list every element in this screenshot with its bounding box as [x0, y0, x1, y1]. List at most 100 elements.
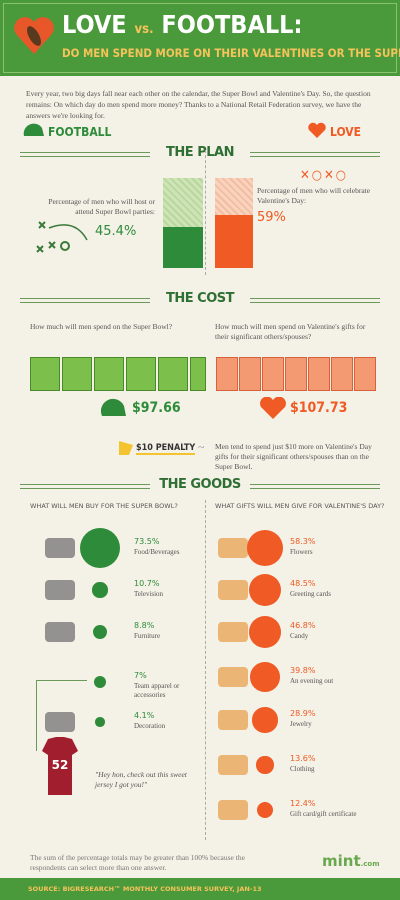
section-heading: THE COST: [166, 291, 234, 306]
gift-icon: [308, 357, 330, 391]
item-label: Food/Beverages: [134, 548, 180, 556]
cost-question: How much will men spend on Valentine's g…: [215, 322, 366, 341]
item-icon: [218, 622, 248, 642]
gift-icon: [331, 357, 353, 391]
item-icon: [45, 712, 75, 732]
jersey-icon: 52: [42, 737, 78, 795]
helmet-icon: [23, 123, 44, 136]
money-icon: [30, 357, 60, 391]
plan-text: Percentage of men who will host or atten…: [48, 197, 155, 216]
cost-amount: $107.73: [290, 400, 348, 416]
penalty-text: Men tend to spend just $10 more on Valen…: [215, 442, 372, 471]
item-icon: [218, 800, 248, 820]
item-value: 39.8%: [290, 666, 316, 675]
gift-icon: [285, 357, 307, 391]
item-value: 13.6%: [290, 754, 316, 763]
money-icon: [126, 357, 156, 391]
item-icon: [218, 580, 248, 600]
item-icon: [218, 755, 248, 775]
football-label: FOOTBALL: [48, 125, 112, 139]
percent-circle: [248, 615, 282, 649]
percent-circle: [92, 582, 108, 598]
percent-circle: [93, 675, 107, 689]
love-label: LOVE: [330, 125, 362, 139]
plan-text: Percentage of men who will celebrate Val…: [257, 186, 371, 205]
rule: [20, 152, 150, 157]
rule: [250, 484, 380, 489]
goods-question: WHAT GIFTS WILL MEN GIVE FOR VALENTINE'S…: [215, 502, 385, 510]
source: SOURCE: BIGRESEARCH™ MONTHLY CONSUMER SU…: [28, 885, 262, 893]
item-label: Television: [134, 590, 164, 598]
item-label: Decoration: [134, 722, 166, 730]
money-icon: [158, 357, 188, 391]
logo: mint.com: [322, 852, 380, 870]
percent-circle: [95, 717, 105, 727]
item-value: 73.5%: [134, 537, 160, 546]
plan-bar-bg: [215, 178, 253, 268]
item-icon: [218, 667, 248, 687]
heart-small: [308, 122, 326, 138]
item-label: Candy: [290, 632, 309, 640]
plan-bar: [215, 214, 253, 268]
logo-name: mint: [322, 852, 361, 870]
money-icon: [62, 357, 92, 391]
penalty-label: $10 PENALTY: [136, 443, 196, 455]
item-value: 58.3%: [290, 537, 316, 546]
percent-circle: [252, 707, 278, 733]
plan-bar-bg: [163, 178, 203, 268]
item-value: 46.8%: [290, 621, 316, 630]
quote: "Hey hon, check out this sweet jersey I …: [95, 770, 187, 789]
footer: SOURCE: BIGRESEARCH™ MONTHLY CONSUMER SU…: [0, 878, 400, 900]
heart-icon: [260, 397, 286, 419]
item-label: Flowers: [290, 548, 313, 556]
gift-icon: [216, 357, 238, 391]
gift-icon: [262, 357, 284, 391]
rule: [250, 152, 380, 157]
section-heading: THE PLAN: [166, 145, 234, 160]
rule: [250, 298, 380, 303]
item-value: 7%: [134, 671, 147, 680]
item-icon: [218, 710, 248, 730]
item-value: 4.1%: [134, 711, 155, 720]
cost-amount: $97.66: [132, 400, 181, 416]
percent-circle: [247, 530, 283, 566]
cost-question: How much will men spend on the Super Bow…: [30, 322, 173, 331]
title-love: LOVE: [62, 10, 127, 39]
item-label: An evening out: [290, 677, 334, 685]
helmet-icon: [100, 398, 126, 416]
item-label: Jewelry: [290, 720, 312, 728]
item-label: Clothing: [290, 765, 315, 773]
title-football: FOOTBALL:: [161, 10, 303, 39]
intro: Every year, two big days fall near each …: [26, 89, 371, 120]
item-label: Team apparel or accessories: [134, 682, 180, 699]
item-value: 28.9%: [290, 709, 316, 718]
item-value: 48.5%: [290, 579, 316, 588]
logo-suffix: .com: [360, 860, 380, 868]
play-icon: [36, 221, 88, 253]
header: LOVE vs. FOOTBALL: DO MEN SPEND MORE ON …: [0, 0, 400, 76]
gift-icon: [239, 357, 261, 391]
item-icon: [45, 622, 75, 642]
item-label: Gift card/gift certificate: [290, 810, 357, 818]
section-heading: THE GOODS: [159, 477, 241, 492]
heart-icon: [14, 17, 54, 54]
money-icon: [94, 357, 124, 391]
item-value: 10.7%: [134, 579, 160, 588]
percent-circle: [79, 527, 121, 569]
item-icon: [45, 538, 75, 558]
plan-value: 59%: [257, 210, 286, 225]
svg-text:52: 52: [52, 758, 69, 772]
money-icon: [190, 357, 206, 391]
item-value: 8.8%: [134, 621, 155, 630]
percent-circle: [248, 573, 282, 607]
item-icon: [45, 580, 75, 600]
goods-question: WHAT WILL MEN BUY FOR THE SUPER BOWL?: [30, 502, 178, 510]
percent-circle: [93, 625, 107, 639]
percent-circle: [256, 756, 274, 774]
gift-icon: [354, 357, 376, 391]
item-label: Furniture: [134, 632, 161, 640]
footnote: The sum of the percentage totals may be …: [30, 853, 245, 872]
plan-bar: [163, 227, 203, 268]
item-value: 12.4%: [290, 799, 316, 808]
